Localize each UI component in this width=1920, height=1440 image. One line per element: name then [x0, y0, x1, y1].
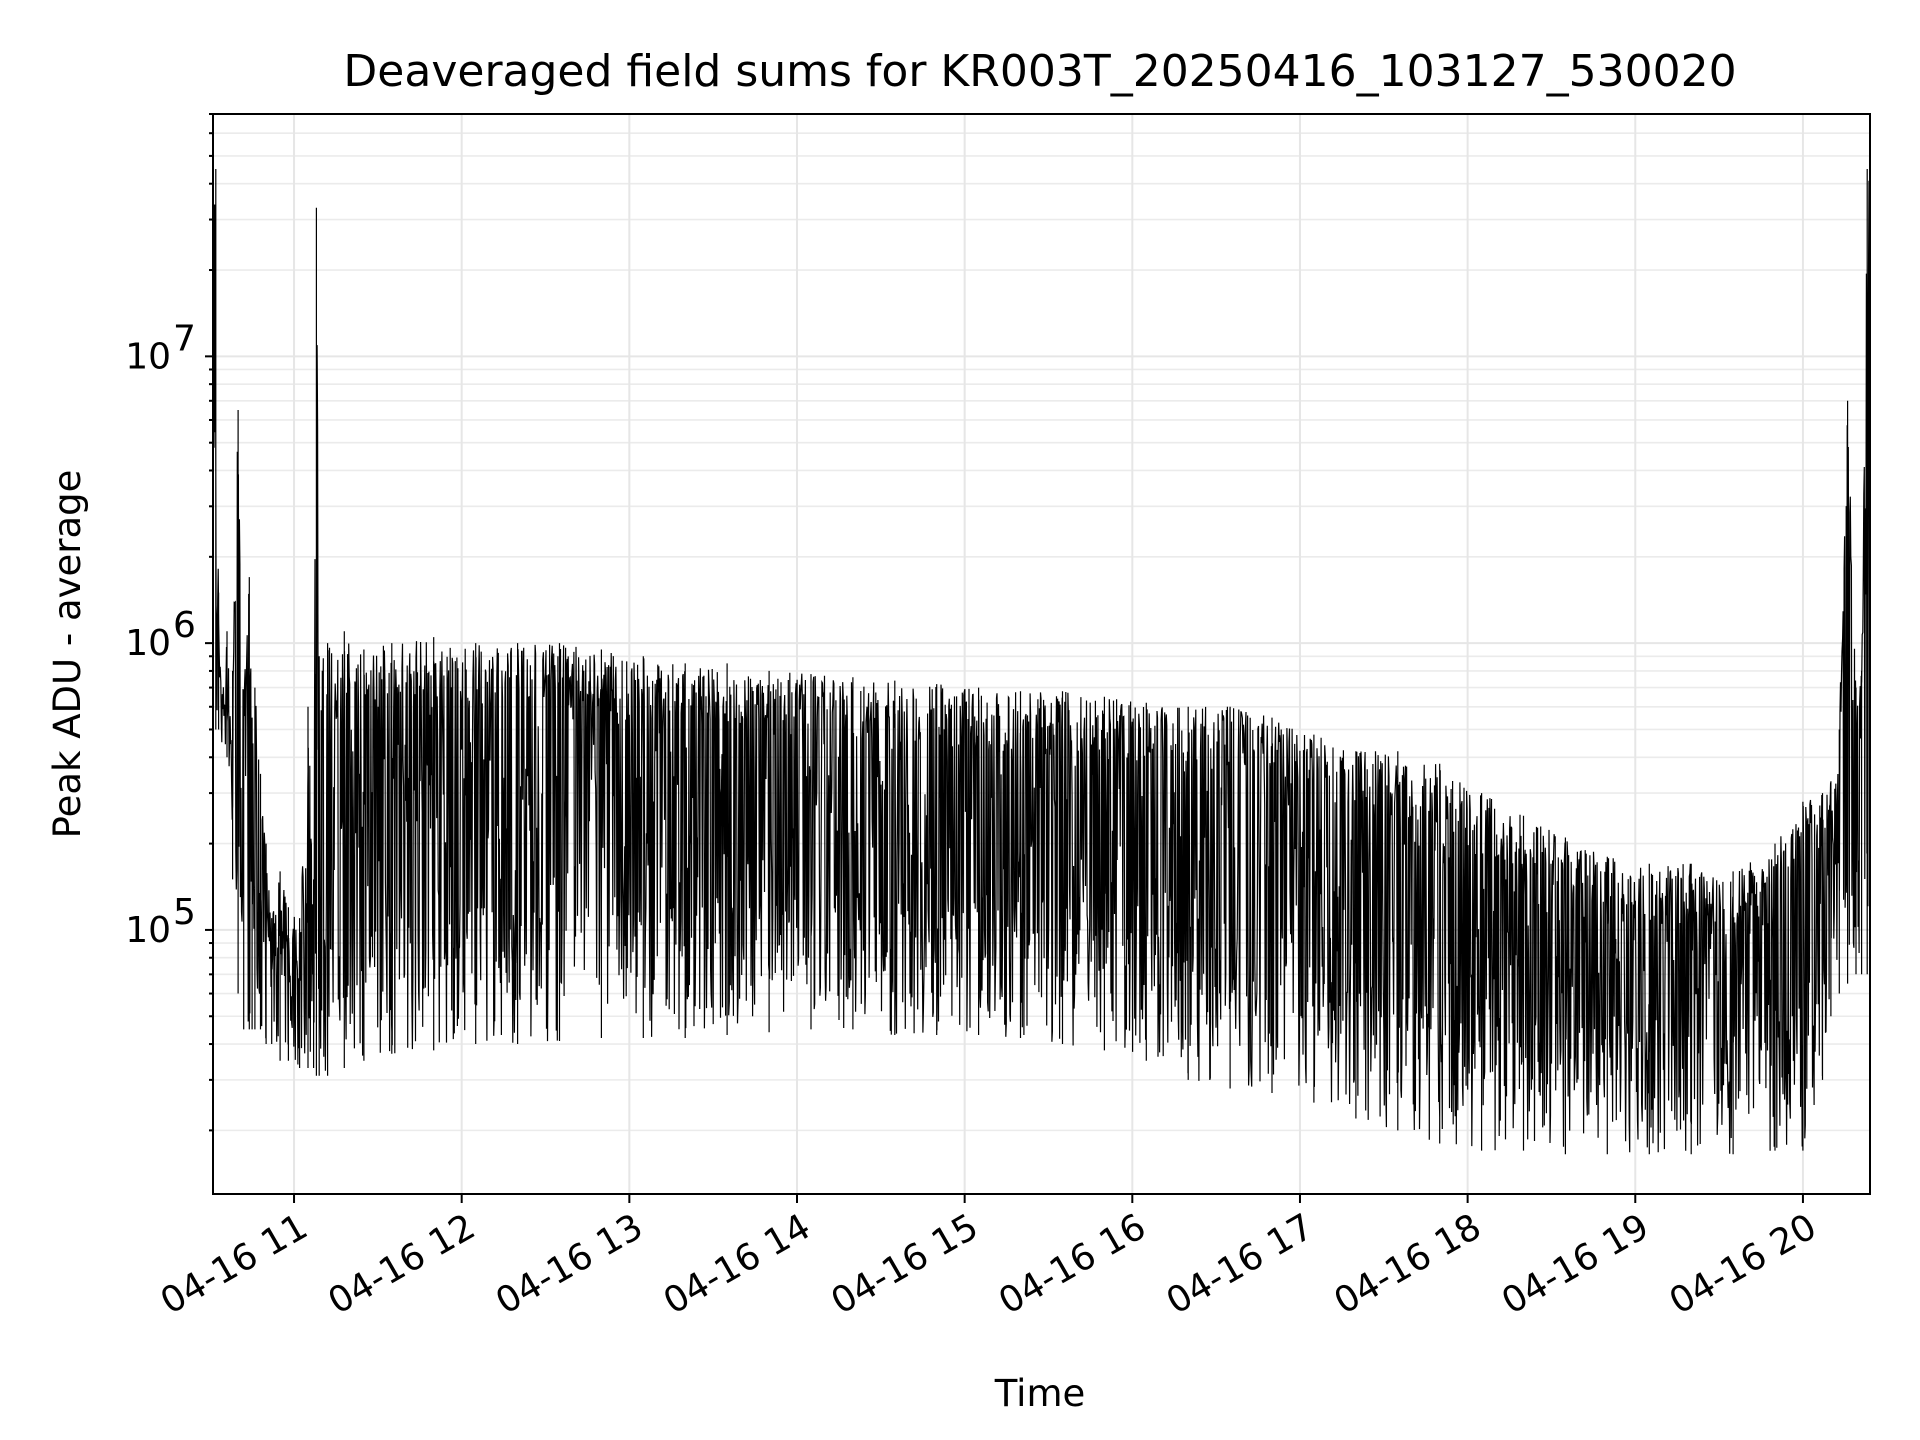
y-tick-exponent: 6 — [173, 605, 196, 646]
x-tick-label: 04-16 19 — [1495, 1206, 1656, 1322]
series-layer — [212, 169, 1871, 1155]
x-tick-label: 04-16 17 — [1160, 1206, 1321, 1322]
series-line — [212, 169, 1871, 1155]
x-axis-label: Time — [994, 1372, 1086, 1415]
x-tick-label: 04-16 12 — [322, 1206, 483, 1322]
x-tick-label: 04-16 13 — [489, 1206, 650, 1322]
y-axis-label: Peak ADU - average — [46, 470, 89, 839]
x-tick-label: 04-16 16 — [992, 1206, 1153, 1322]
x-axis: 04-16 11 04-16 12 04-16 13 04-16 14 04-16 15… — [154, 1194, 1824, 1323]
plot-frame — [212, 113, 1871, 1195]
y-tick-label: 10 — [125, 336, 171, 377]
x-tick-label: 04-16 11 — [154, 1206, 315, 1322]
y-tick-label: 10 — [125, 910, 171, 951]
x-tick-label: 04-16 14 — [657, 1206, 818, 1322]
y-tick-label: 10 — [125, 623, 171, 664]
x-tick-label: 04-16 20 — [1663, 1206, 1824, 1322]
y-tick-exponent: 5 — [173, 892, 196, 933]
chart-title: Deaveraged field sums for KR003T_2025041… — [343, 46, 1736, 97]
x-tick-label: 04-16 15 — [824, 1206, 985, 1322]
y-tick-exponent: 7 — [173, 318, 196, 359]
x-tick-label: 04-16 18 — [1327, 1206, 1488, 1322]
